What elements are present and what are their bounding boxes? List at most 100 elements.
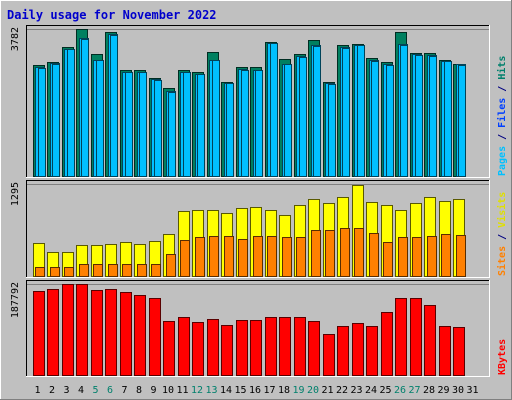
legend-entry-3: / <box>497 80 508 98</box>
day-label-31: 31 <box>466 385 478 396</box>
day-label-11: 11 <box>176 385 188 396</box>
day-labels-group: 1 2 3 4 5 6 7 8 9 10 11 12 13 14 15 16 17 18 19 20 21 22 23 24 2… <box>34 385 478 396</box>
bar-kbytes-day-29 <box>439 326 451 376</box>
bar-sites-day-17 <box>267 236 277 277</box>
panel-hits-files-pages: 3782 Pages / Files / Hits <box>10 25 508 178</box>
legend-entry-2: Visits <box>496 192 508 228</box>
bar-pages-day-3 <box>67 49 75 177</box>
day-label-6: 6 <box>107 385 113 396</box>
bar-sites-day-24 <box>369 233 379 277</box>
legend-entry-1: / <box>497 228 508 246</box>
day-label-5: 5 <box>92 385 98 396</box>
day-label-18: 18 <box>278 385 290 396</box>
panels-group: 3782 Pages / Files / Hits 1295 Sites / Visi… <box>10 25 508 377</box>
bar-pages-day-7 <box>125 72 133 177</box>
day-label-12: 12 <box>191 385 203 396</box>
bar-sites-day-10 <box>166 254 176 277</box>
panel-legend: Sites / Visits <box>496 192 508 276</box>
bar-pages-day-5 <box>96 60 104 177</box>
bar-kbytes-day-9 <box>149 298 161 376</box>
bar-sites-day-21 <box>325 230 335 277</box>
legend-entry-0: Sites <box>496 246 508 276</box>
bar-pages-day-10 <box>168 92 176 177</box>
day-label-27: 27 <box>408 385 420 396</box>
panel-visits-sites: 1295 Sites / Visits <box>10 180 508 278</box>
bar-kbytes-day-30 <box>453 327 465 376</box>
day-label-23: 23 <box>350 385 362 396</box>
day-label-15: 15 <box>234 385 246 396</box>
day-label-30: 30 <box>452 385 464 396</box>
bar-kbytes-day-21 <box>323 334 335 376</box>
bar-kbytes-day-6 <box>105 289 117 376</box>
bar-pages-day-29 <box>444 61 452 177</box>
legend-entry-1: / <box>497 128 508 146</box>
legend-entry-2: Files <box>496 98 508 128</box>
bar-kbytes-day-3 <box>62 284 74 376</box>
day-label-26: 26 <box>394 385 406 396</box>
legend-entry-4: Hits <box>496 56 508 80</box>
bar-sites-day-27 <box>412 237 422 277</box>
chart-title: Daily usage for November 2022 <box>7 8 217 22</box>
bar-pages-day-24 <box>371 61 379 177</box>
bar-sites-day-9 <box>151 264 161 277</box>
bar-pages-day-17 <box>270 43 278 177</box>
day-label-1: 1 <box>34 385 40 396</box>
bar-kbytes-day-18 <box>279 317 291 376</box>
bar-kbytes-day-19 <box>294 317 306 376</box>
bar-pages-day-20 <box>313 46 321 177</box>
bar-kbytes-day-11 <box>178 317 190 376</box>
bar-kbytes-day-16 <box>250 320 262 376</box>
panel-legend: KBytes <box>497 339 508 375</box>
day-label-20: 20 <box>307 385 319 396</box>
bar-kbytes-day-23 <box>352 323 364 376</box>
bar-kbytes-day-28 <box>424 305 436 376</box>
day-label-29: 29 <box>437 385 449 396</box>
bar-sites-day-3 <box>64 267 74 277</box>
bar-kbytes-day-14 <box>221 325 233 376</box>
bar-kbytes-day-7 <box>120 292 132 376</box>
bar-sites-day-28 <box>427 236 437 277</box>
day-label-21: 21 <box>321 385 333 396</box>
bar-sites-day-30 <box>456 235 466 277</box>
bar-pages-day-23 <box>357 45 365 177</box>
bar-kbytes-day-13 <box>207 319 219 376</box>
day-label-19: 19 <box>292 385 304 396</box>
y-max-label: 3782 <box>10 27 21 51</box>
bar-sites-day-8 <box>137 264 147 277</box>
bar-sites-day-7 <box>122 264 132 277</box>
bar-pages-day-12 <box>197 74 205 177</box>
bar-sites-day-4 <box>79 264 89 277</box>
bar-sites-day-5 <box>93 264 103 277</box>
day-label-10: 10 <box>162 385 174 396</box>
bar-pages-day-28 <box>429 56 437 177</box>
bar-sites-day-6 <box>108 264 118 277</box>
panel-kbytes: 187792 KBytes <box>10 280 508 377</box>
series-kbytes <box>33 284 465 376</box>
bar-sites-day-22 <box>340 228 350 277</box>
bar-kbytes-day-27 <box>410 298 422 376</box>
bar-kbytes-day-17 <box>265 317 277 376</box>
bar-pages-day-21 <box>328 84 336 177</box>
bar-pages-day-22 <box>342 48 350 177</box>
bar-kbytes-day-15 <box>236 320 248 376</box>
day-label-14: 14 <box>220 385 232 396</box>
day-label-4: 4 <box>78 385 84 396</box>
bar-sites-day-23 <box>354 228 364 277</box>
bar-pages-day-15 <box>241 70 249 177</box>
bar-kbytes-day-12 <box>192 322 204 376</box>
bar-pages-day-4 <box>81 39 89 177</box>
bar-kbytes-day-20 <box>308 321 320 376</box>
bar-kbytes-day-1 <box>33 291 45 376</box>
legend-entry-0: KBytes <box>497 339 508 375</box>
bar-sites-day-15 <box>238 239 248 277</box>
day-label-8: 8 <box>136 385 142 396</box>
day-label-17: 17 <box>263 385 275 396</box>
bar-pages-day-27 <box>415 55 423 177</box>
day-label-28: 28 <box>423 385 435 396</box>
bar-kbytes-day-10 <box>163 321 175 376</box>
bar-pages-day-25 <box>386 65 394 177</box>
bar-pages-day-9 <box>154 80 162 177</box>
bar-pages-day-14 <box>226 83 234 177</box>
day-label-13: 13 <box>205 385 217 396</box>
bar-pages-day-13 <box>212 60 220 177</box>
